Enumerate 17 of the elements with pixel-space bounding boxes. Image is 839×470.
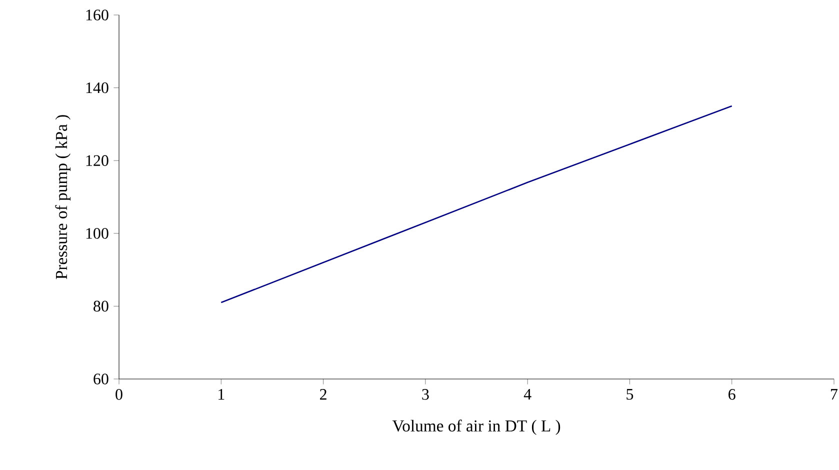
y-axis-title: Pressure of pump ( kPa ) [55, 115, 70, 280]
x-tick-label: 0 [116, 389, 122, 400]
line-series [220, 105, 733, 304]
y-tick-label: 80 [94, 300, 108, 312]
y-tick-label: 140 [86, 82, 108, 94]
x-tick-label: 1 [218, 389, 224, 400]
y-tick-label: 60 [94, 374, 108, 384]
x-axis-title: Volume of air in DT ( L ) [392, 420, 560, 435]
x-tick-label: 5 [626, 389, 634, 400]
y-tick-label: 120 [86, 155, 108, 166]
x-tick-label: 2 [320, 389, 326, 400]
x-tick-label: 4 [524, 389, 532, 400]
x-tick-label: 6 [728, 389, 736, 400]
y-tick-label: 160 [86, 10, 108, 20]
x-tick-label: 7 [831, 389, 838, 400]
y-tick-label: 100 [86, 228, 108, 239]
x-tick-label: 3 [422, 389, 429, 400]
